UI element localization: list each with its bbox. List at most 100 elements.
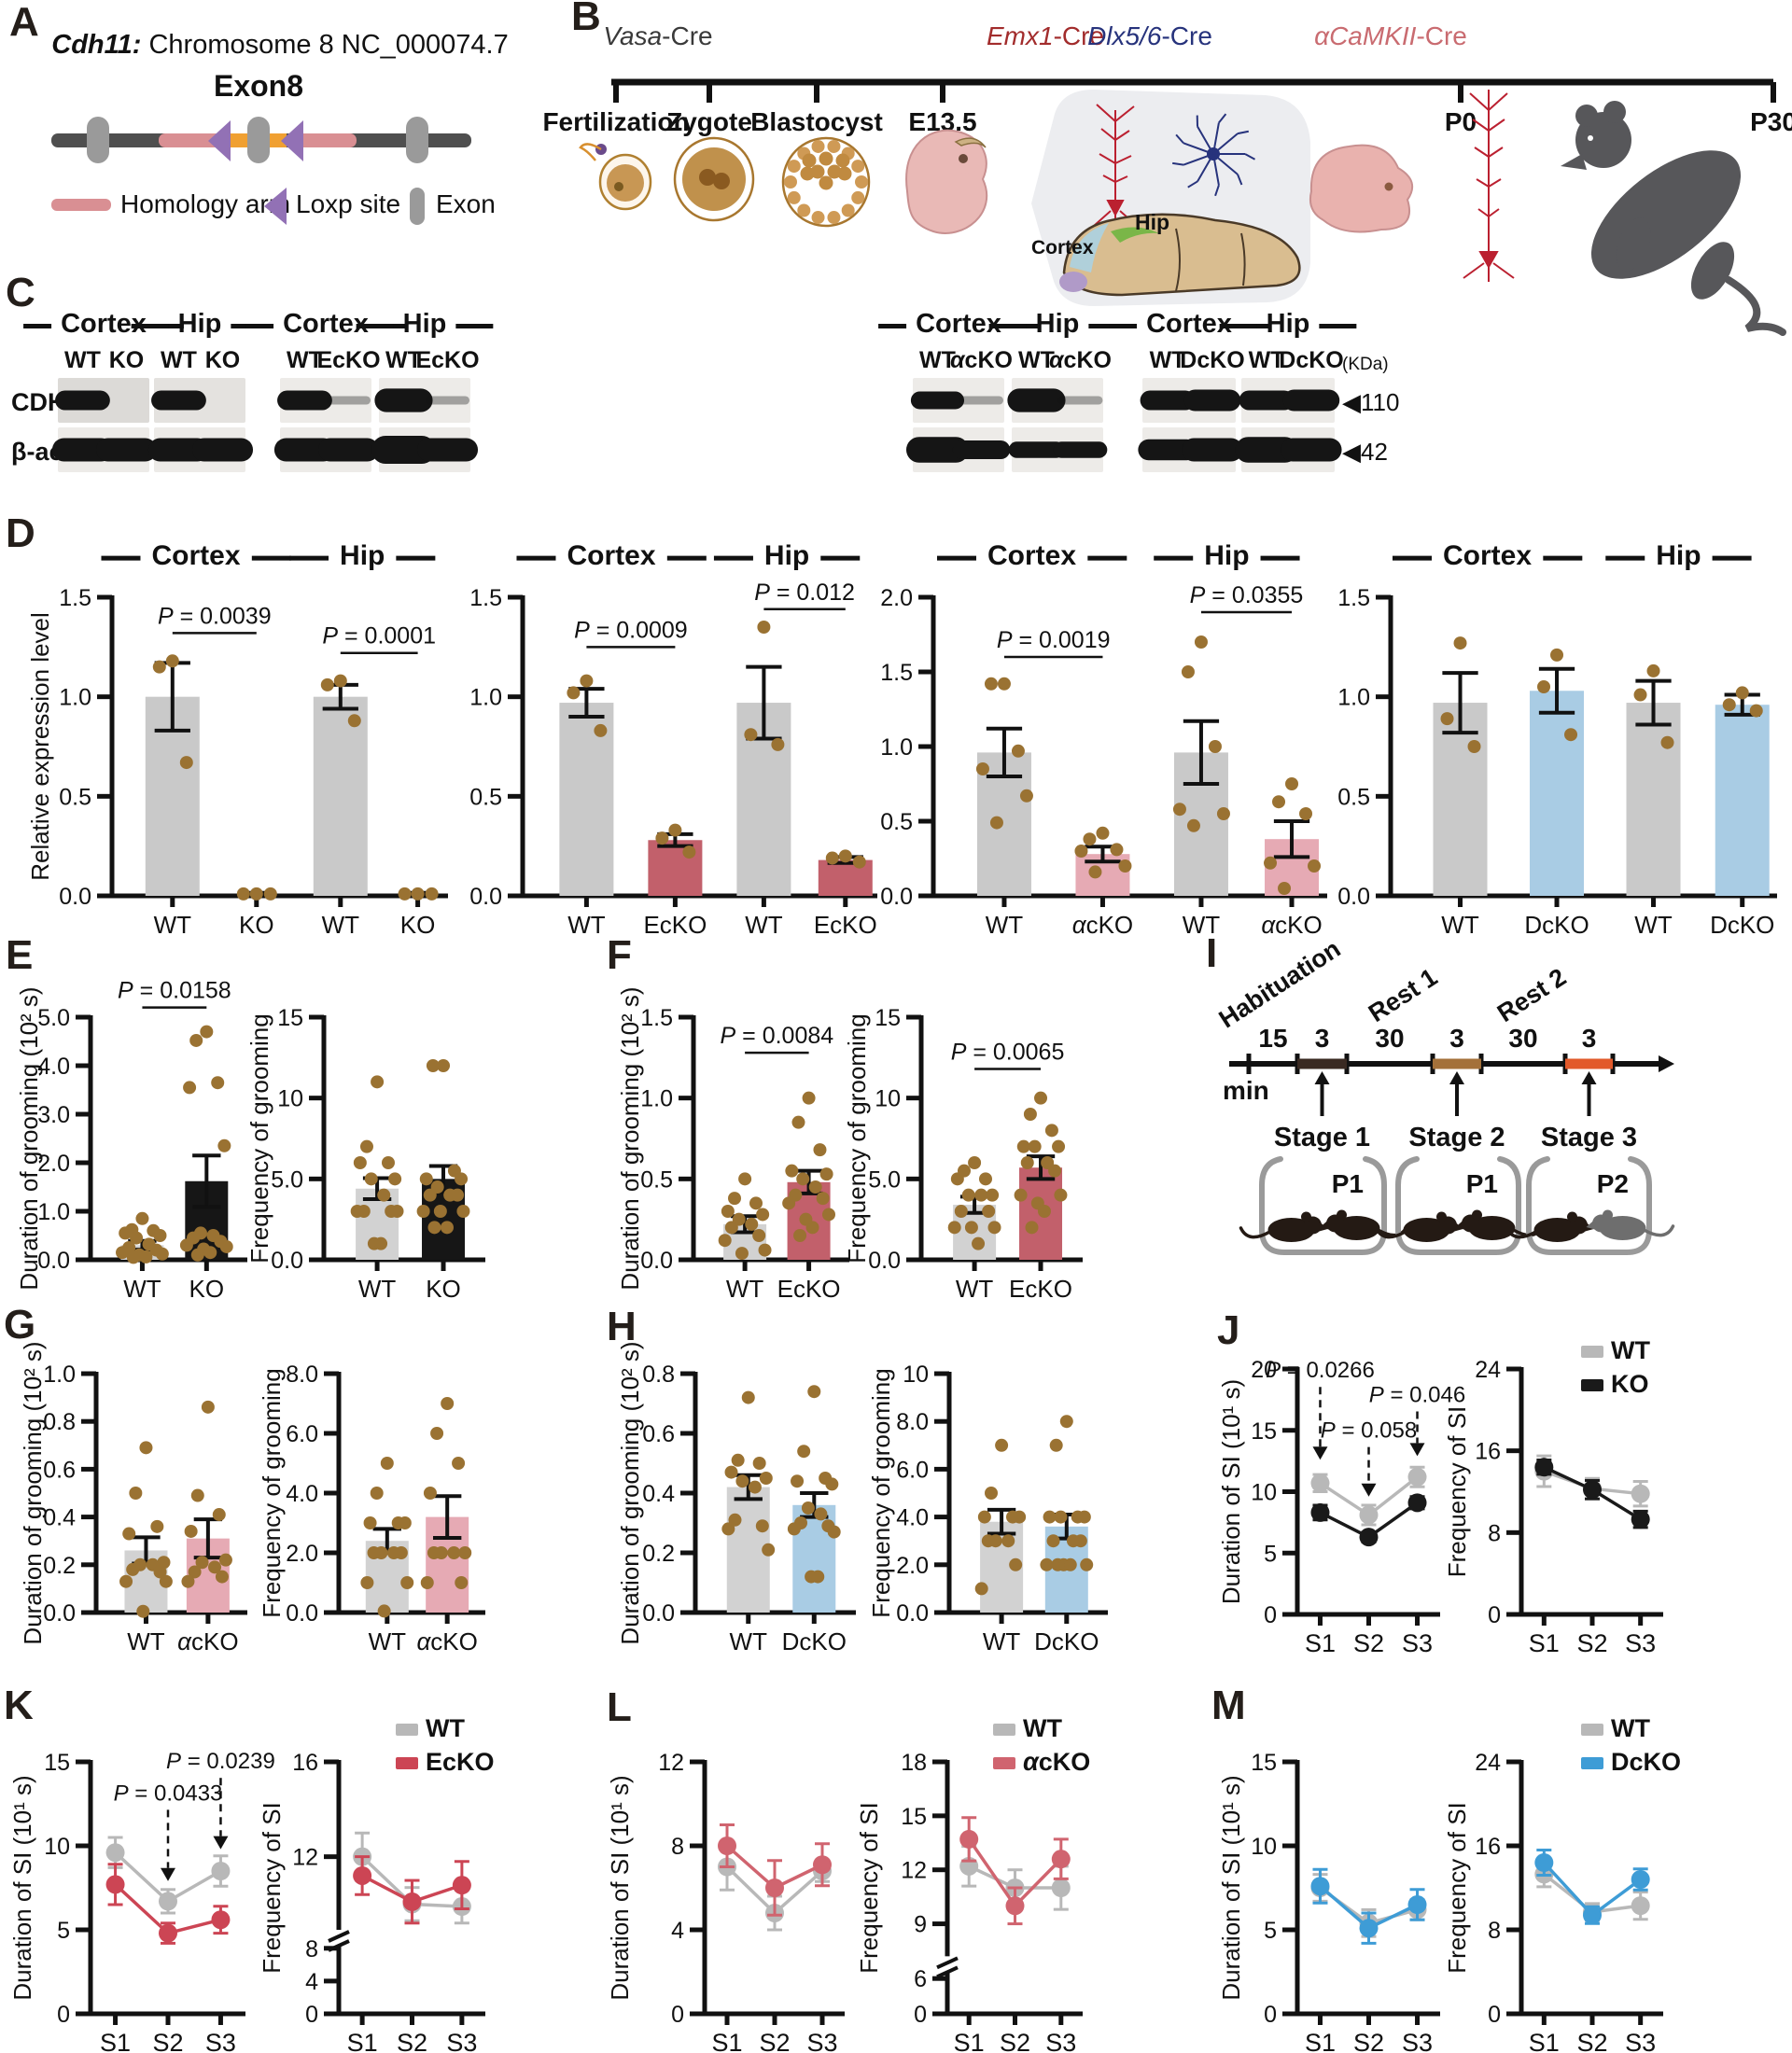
- cre-label: Dlx5/6-Cre: [1087, 21, 1212, 50]
- data-point: [1299, 807, 1313, 820]
- phase-label: Rest 2: [1492, 963, 1571, 1027]
- y-tick-label: 0.0: [286, 1600, 318, 1627]
- cage: [1526, 1156, 1652, 1255]
- data-point: [744, 728, 758, 742]
- path: [1488, 208, 1500, 217]
- marker-DcKO: [1359, 1919, 1379, 1938]
- y-tick-label: 0: [57, 2002, 70, 2028]
- chart-grooming-duration-acko: 0.0 0.2 0.4 0.6 0.8 1.0 WT αcKO Duration of groo…: [19, 1341, 247, 1655]
- blot-band: [910, 391, 965, 410]
- data-point: [455, 1576, 469, 1589]
- region-title: Cortex: [283, 309, 369, 339]
- data-point: [1285, 777, 1299, 790]
- marker-EcKO: [353, 1865, 372, 1885]
- hip-label: Hip: [1135, 210, 1169, 234]
- y-tick-label: 0: [1488, 2002, 1501, 2028]
- blastocyst-inner-cell: [819, 175, 833, 190]
- panel-a-gene-targeting-diagram: Cdh11: Chromosome 8 NC_000074.7 Exon8 Homo…: [51, 30, 509, 225]
- data-point: [363, 1516, 377, 1529]
- data-point: [1019, 789, 1033, 803]
- path: [1214, 185, 1220, 197]
- timepoint-label: Blastocyst: [750, 107, 883, 136]
- data-point: [1037, 1205, 1051, 1218]
- y-tick-label: 0.4: [43, 1505, 76, 1531]
- marker-WT: [1631, 1484, 1650, 1503]
- data-point: [452, 1457, 466, 1470]
- data-point: [1013, 1510, 1027, 1524]
- y-tick-label: 15: [1251, 1750, 1277, 1776]
- marker-EcKO: [402, 1892, 422, 1911]
- y-tick-label: 24: [1475, 1357, 1501, 1383]
- data-point: [152, 660, 166, 674]
- data-point: [974, 1188, 988, 1202]
- p-value: P = 0.0039: [158, 603, 272, 629]
- data-point: [458, 1546, 472, 1559]
- x-tick-label: S2: [1353, 1629, 1384, 1657]
- p-value: P = 0.0084: [721, 1023, 834, 1049]
- x-tick-label: DcKO: [782, 1627, 847, 1655]
- chart-si-duration-acko: 0 4 8 12 S1 S2 S3 Duration of SI (10¹ s): [606, 1750, 845, 2053]
- p-value: P = 0.0019: [997, 627, 1111, 653]
- y-tick-label: 0.2: [642, 1541, 675, 1567]
- panel-label-b: B: [571, 0, 601, 39]
- x-tick-label: S3: [1045, 2029, 1076, 2053]
- marker-DcKO: [1407, 1895, 1427, 1914]
- y-tick-label: 6.0: [896, 1457, 929, 1483]
- y-tick-label: 1.0: [59, 685, 91, 711]
- blot-band: [1053, 441, 1108, 458]
- data-point: [419, 1172, 433, 1186]
- data-point: [1048, 1164, 1062, 1178]
- x-tick-label: S3: [1625, 1629, 1656, 1657]
- blot-band: [1138, 439, 1197, 461]
- marker-DcKO: [1534, 1853, 1554, 1872]
- y-tick-label: 5.0: [37, 1005, 70, 1031]
- data-point: [394, 1546, 408, 1559]
- region-title: Cortex: [916, 309, 1001, 339]
- p-arrowhead: [161, 1867, 175, 1881]
- x-tick-label: KO: [189, 1275, 225, 1303]
- panel-label-h: H: [607, 1304, 637, 1349]
- lane-label: DcKO: [1279, 347, 1343, 373]
- data-point: [427, 1221, 441, 1235]
- path: [1488, 178, 1502, 188]
- data-point: [353, 1156, 367, 1169]
- path: [1472, 119, 1490, 132]
- group-title: Cortex: [567, 540, 655, 571]
- cre-label: Vasa-Cre: [603, 21, 712, 50]
- path: [1114, 130, 1130, 141]
- data-point: [1028, 1139, 1042, 1153]
- marker-WT: [159, 1892, 177, 1911]
- y-axis-label: Duration of SI (10¹ s): [1217, 1775, 1245, 2000]
- y-tick-label: 2.0: [286, 1541, 318, 1567]
- data-point: [263, 887, 277, 901]
- loxp-site-right: [281, 120, 303, 161]
- legend-swatch: [1581, 1346, 1603, 1358]
- p-arrowhead: [1312, 1446, 1328, 1460]
- data-point: [1051, 1557, 1065, 1571]
- data-point: [215, 1570, 229, 1584]
- data-point: [447, 1546, 461, 1559]
- blastocyst-cell: [787, 160, 801, 174]
- data-point: [968, 1156, 982, 1169]
- chart-grooming-duration-ecko: 0.0 0.5 1.0 1.5 WT EcKO P = 0.0084 Duration of …: [616, 986, 849, 1303]
- p30-mouse-icon: [1561, 101, 1786, 336]
- y-tick-label: 5: [1264, 1541, 1277, 1567]
- blot-band: [416, 438, 479, 462]
- partner-label: P2: [1597, 1169, 1629, 1198]
- data-point: [374, 1236, 388, 1250]
- y-axis-label: Frequency of SI: [1443, 1406, 1471, 1578]
- blot-band: [191, 438, 254, 462]
- data-point: [455, 1172, 469, 1186]
- panel-label-g: G: [4, 1302, 36, 1348]
- y-tick-label: 2.0: [896, 1553, 929, 1579]
- path: [1197, 153, 1214, 182]
- blastocyst-cell: [787, 190, 801, 204]
- mouse-tail: [1642, 1224, 1675, 1237]
- chart-expression-ko: Cortex Hip 0.0 0.5 1.0 1.5 WT KO WT KO P = 0.0039 P…: [26, 540, 448, 939]
- exon-2: [247, 117, 270, 163]
- data-point: [791, 1474, 805, 1488]
- data-point: [126, 1250, 140, 1264]
- y-tick-label: 0.0: [642, 1600, 675, 1627]
- path: [1100, 128, 1116, 141]
- y-axis-label: Frequency of grooming: [867, 1368, 895, 1617]
